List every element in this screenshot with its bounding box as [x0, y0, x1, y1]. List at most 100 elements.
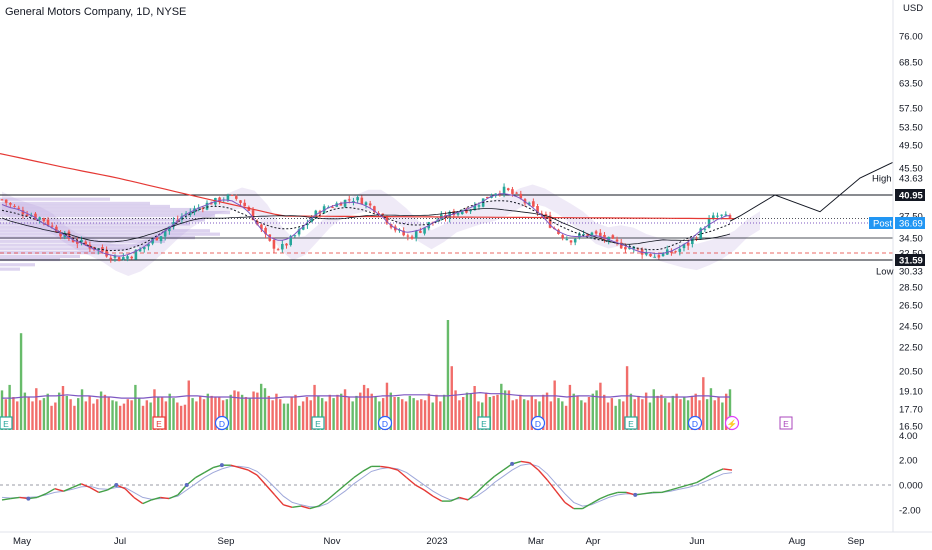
- post-label: Post: [873, 219, 892, 230]
- osc-segment: [230, 464, 240, 469]
- profile-bar: [0, 232, 220, 236]
- candle-body: [4, 199, 8, 203]
- candle-body: [598, 232, 602, 237]
- volume-bar: [271, 400, 274, 430]
- x-tick-label: Jun: [689, 536, 704, 547]
- volume-bar: [408, 395, 412, 430]
- candle-body: [356, 197, 359, 201]
- candle: [573, 238, 577, 246]
- event-marker-dividend[interactable]: D: [530, 415, 546, 431]
- chart-title: General Motors Company, 1D, NYSE: [5, 6, 186, 18]
- candle: [598, 229, 602, 240]
- event-marker-dividend[interactable]: D: [687, 415, 703, 431]
- candle: [561, 234, 564, 241]
- volume-bar: [80, 389, 84, 430]
- volume-bar: [660, 394, 663, 430]
- candle-body: [80, 239, 83, 243]
- marker-shape: [0, 416, 13, 430]
- candle: [180, 213, 184, 224]
- candle: [117, 256, 121, 262]
- time-axis[interactable]: May Jul Sep Nov 2023 Mar Apr Jun Aug Sep: [13, 536, 864, 547]
- osc-segment: [485, 475, 495, 485]
- candle-body: [142, 247, 146, 250]
- osc-cross-dot: [26, 496, 31, 501]
- volume-bar: [401, 399, 404, 430]
- candle-body: [50, 225, 54, 227]
- volume-bar: [500, 383, 503, 430]
- candle-body: [352, 200, 355, 202]
- volume-bar: [625, 366, 629, 430]
- volume-bar: [202, 399, 206, 430]
- candle-body: [624, 247, 627, 250]
- y-tick-label: 20.50: [899, 367, 923, 378]
- osc-segment: [432, 495, 443, 502]
- event-marker-dividend[interactable]: D: [377, 415, 393, 431]
- volume-bar: [641, 399, 644, 430]
- x-tick-label: Apr: [586, 536, 601, 547]
- event-marker-earnings[interactable]: E: [311, 416, 325, 430]
- profile-bar: [0, 243, 150, 247]
- volume-bar: [16, 401, 19, 430]
- volume-bar: [416, 400, 419, 430]
- volume-bar: [77, 398, 80, 430]
- osc-tick-label: -2.00: [899, 505, 921, 516]
- volume-bar: [282, 403, 286, 430]
- osc-segment: [177, 484, 188, 496]
- candle: [419, 227, 422, 234]
- candle-body: [147, 244, 150, 247]
- candle: [9, 202, 12, 208]
- candle: [699, 227, 703, 240]
- candle-body: [724, 214, 728, 216]
- candle: [414, 229, 418, 242]
- osc-segment: [643, 491, 653, 495]
- osc-segment: [537, 469, 548, 481]
- candle-body: [594, 231, 598, 234]
- volume-bar: [164, 401, 168, 430]
- candle-body: [310, 216, 313, 223]
- volume-bar: [370, 393, 373, 430]
- event-marker-earnings[interactable]: E: [152, 416, 166, 430]
- candle-body: [678, 248, 682, 252]
- y-tick-label: 16.50: [899, 422, 923, 433]
- event-marker-news[interactable]: ⚡: [724, 415, 740, 431]
- candle-body: [477, 205, 481, 207]
- candle: [130, 255, 134, 260]
- price-levels: [0, 194, 893, 261]
- volume-bar: [359, 392, 362, 430]
- volume-bar: [576, 395, 579, 430]
- price-axis[interactable]: 76.00 68.50 63.50 57.50 53.50 49.50 45.5043.63…: [869, 32, 925, 517]
- candle: [46, 217, 50, 227]
- profile-bar: [0, 197, 110, 201]
- event-marker-earnings[interactable]: E: [779, 416, 793, 430]
- event-marker-earnings[interactable]: E: [624, 416, 638, 430]
- osc-segment: [723, 468, 733, 471]
- candle: [21, 206, 25, 219]
- event-markers[interactable]: E E D E D E D E D ⚡ E: [0, 415, 793, 431]
- volume-bar: [488, 397, 492, 430]
- volume-bar: [42, 398, 46, 430]
- x-tick-label: Jul: [114, 536, 126, 547]
- candle: [188, 208, 192, 218]
- osc-segment: [54, 488, 64, 492]
- candle-body: [532, 201, 535, 207]
- volume-bar: [134, 384, 137, 430]
- candle-body: [151, 238, 154, 244]
- candle-body: [628, 247, 631, 250]
- osc-segment: [239, 466, 249, 471]
- candle: [122, 253, 125, 261]
- osc-segment: [344, 477, 355, 486]
- event-marker-earnings[interactable]: E: [477, 416, 491, 430]
- volume-bar: [4, 399, 8, 430]
- candle-body: [84, 241, 87, 245]
- candle: [716, 212, 719, 219]
- osc-segment: [494, 469, 504, 477]
- volume-bar: [656, 395, 659, 430]
- y-tick-label: 63.50: [899, 79, 923, 90]
- currency-label: USD: [903, 3, 923, 14]
- candle-body: [502, 186, 506, 195]
- event-marker-dividend[interactable]: D: [214, 415, 230, 431]
- volume-bar: [671, 395, 675, 430]
- event-marker-earnings[interactable]: E: [0, 416, 13, 430]
- osc-segment: [63, 486, 73, 492]
